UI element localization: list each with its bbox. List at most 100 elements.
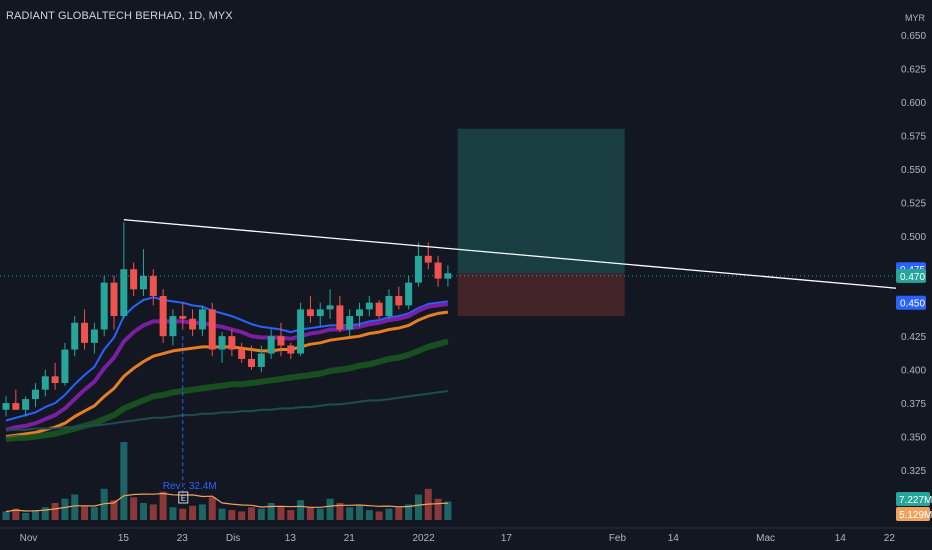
volume-bar: [208, 497, 216, 520]
candle-body: [375, 302, 383, 317]
volume-bar: [22, 512, 30, 520]
ema-line-3: [5, 310, 449, 438]
candle-body: [208, 309, 216, 350]
volume-bar: [100, 488, 108, 520]
candle-body: [71, 322, 79, 350]
candle-body: [139, 275, 147, 290]
candle-body: [267, 336, 275, 354]
volume-bar: [316, 508, 324, 520]
chart-title: RADIANT GLOBALTECH BERHAD, 1D, MYX: [6, 10, 233, 22]
volume-bar: [346, 507, 354, 520]
volume-bar: [385, 508, 393, 520]
currency-label: MYR: [905, 13, 926, 23]
volume-bar: [139, 503, 147, 520]
candle-body: [238, 349, 246, 359]
candle-body: [159, 296, 167, 337]
price-tick-label: 0.550: [901, 165, 926, 176]
candle-body: [346, 316, 354, 330]
volume-bar: [267, 503, 275, 520]
candle-body: [2, 403, 10, 410]
time-tick-label: 22: [884, 533, 896, 544]
target-zone: [457, 128, 625, 274]
candle-body: [51, 376, 59, 383]
candle-body: [434, 262, 442, 279]
volume-tag: [896, 492, 930, 506]
time-tick-label: 14: [668, 533, 680, 544]
volume-pane: [2, 442, 452, 520]
candlesticks: [2, 222, 452, 417]
volume-bar: [414, 494, 422, 520]
time-tick-label: Mac: [756, 533, 775, 544]
volume-bar: [110, 500, 118, 520]
volume-bar: [149, 504, 157, 520]
volume-bar: [228, 510, 236, 520]
volume-ma-line: [5, 492, 448, 513]
candle-body: [179, 316, 187, 319]
price-tick-label: 0.575: [901, 131, 926, 142]
price-tick-label: 0.325: [901, 466, 926, 477]
price-tick-label: 0.650: [901, 31, 926, 42]
position-zones: [0, 128, 894, 317]
time-tick-label: 21: [344, 533, 356, 544]
volume-bar: [297, 500, 305, 520]
candle-body: [130, 269, 138, 290]
candle-body: [277, 336, 285, 346]
volume-ma-tag: [896, 507, 930, 521]
candle-body: [316, 309, 324, 317]
stop-zone: [457, 273, 625, 317]
candle-body: [326, 305, 334, 310]
volume-bar: [2, 511, 10, 520]
earnings-label: Rev : 32.4M: [163, 481, 217, 492]
volume-bar: [41, 507, 49, 520]
volume-bar: [169, 507, 177, 520]
volume-bar: [248, 507, 255, 520]
time-tick-label: 17: [501, 533, 513, 544]
ema-line-2: [5, 302, 449, 432]
volume-bar: [31, 510, 39, 520]
candle-body: [120, 269, 128, 317]
candle-body: [189, 318, 197, 330]
volume-bar: [375, 511, 383, 520]
volume-tag-label: 7.227M: [899, 495, 932, 506]
price-tick-label: 0.350: [901, 433, 926, 444]
candle-body: [248, 358, 255, 367]
price-tick-label: 0.625: [901, 64, 926, 75]
candle-body: [81, 322, 89, 343]
candle-body: [218, 336, 226, 350]
price-tag: [896, 268, 926, 283]
candle-body: [31, 389, 39, 400]
drawings: [123, 219, 932, 293]
candle-body: [12, 403, 20, 410]
volume-bar: [326, 498, 334, 520]
earnings-marker[interactable]: Rev : 32.4M E: [163, 336, 217, 504]
candle-body: [336, 305, 344, 330]
time-axis[interactable]: Nov 15 23 Dis 13 21 2022 17 Feb 14 Mac 14 22: [0, 527, 932, 544]
ema-line-1: [5, 296, 449, 422]
time-tick-label: 2022: [412, 533, 435, 544]
volume-bar: [287, 510, 295, 520]
earnings-flag: E: [181, 494, 186, 503]
ema-line-5: [6, 390, 449, 431]
volume-bar: [189, 505, 197, 520]
candle-body: [395, 296, 403, 306]
time-tick-label: 14: [835, 533, 847, 544]
price-tick-label: 0.425: [901, 332, 926, 343]
price-tick-label: 0.600: [901, 98, 926, 109]
price-tag: [896, 295, 926, 310]
time-tick-label: Dis: [226, 533, 240, 544]
price-tick-label: 0.400: [901, 366, 926, 377]
candle-body: [90, 329, 98, 343]
candle-body: [41, 376, 49, 390]
volume-bar: [238, 511, 246, 520]
volume-bar: [120, 442, 128, 520]
moving-averages: [5, 296, 449, 443]
volume-bar: [405, 504, 413, 520]
trendline: [123, 219, 932, 293]
ema-line-4: [5, 338, 449, 443]
volume-bar: [81, 505, 89, 520]
price-tick-label: 0.525: [901, 198, 926, 209]
price-tick-label: 0.500: [901, 232, 926, 243]
